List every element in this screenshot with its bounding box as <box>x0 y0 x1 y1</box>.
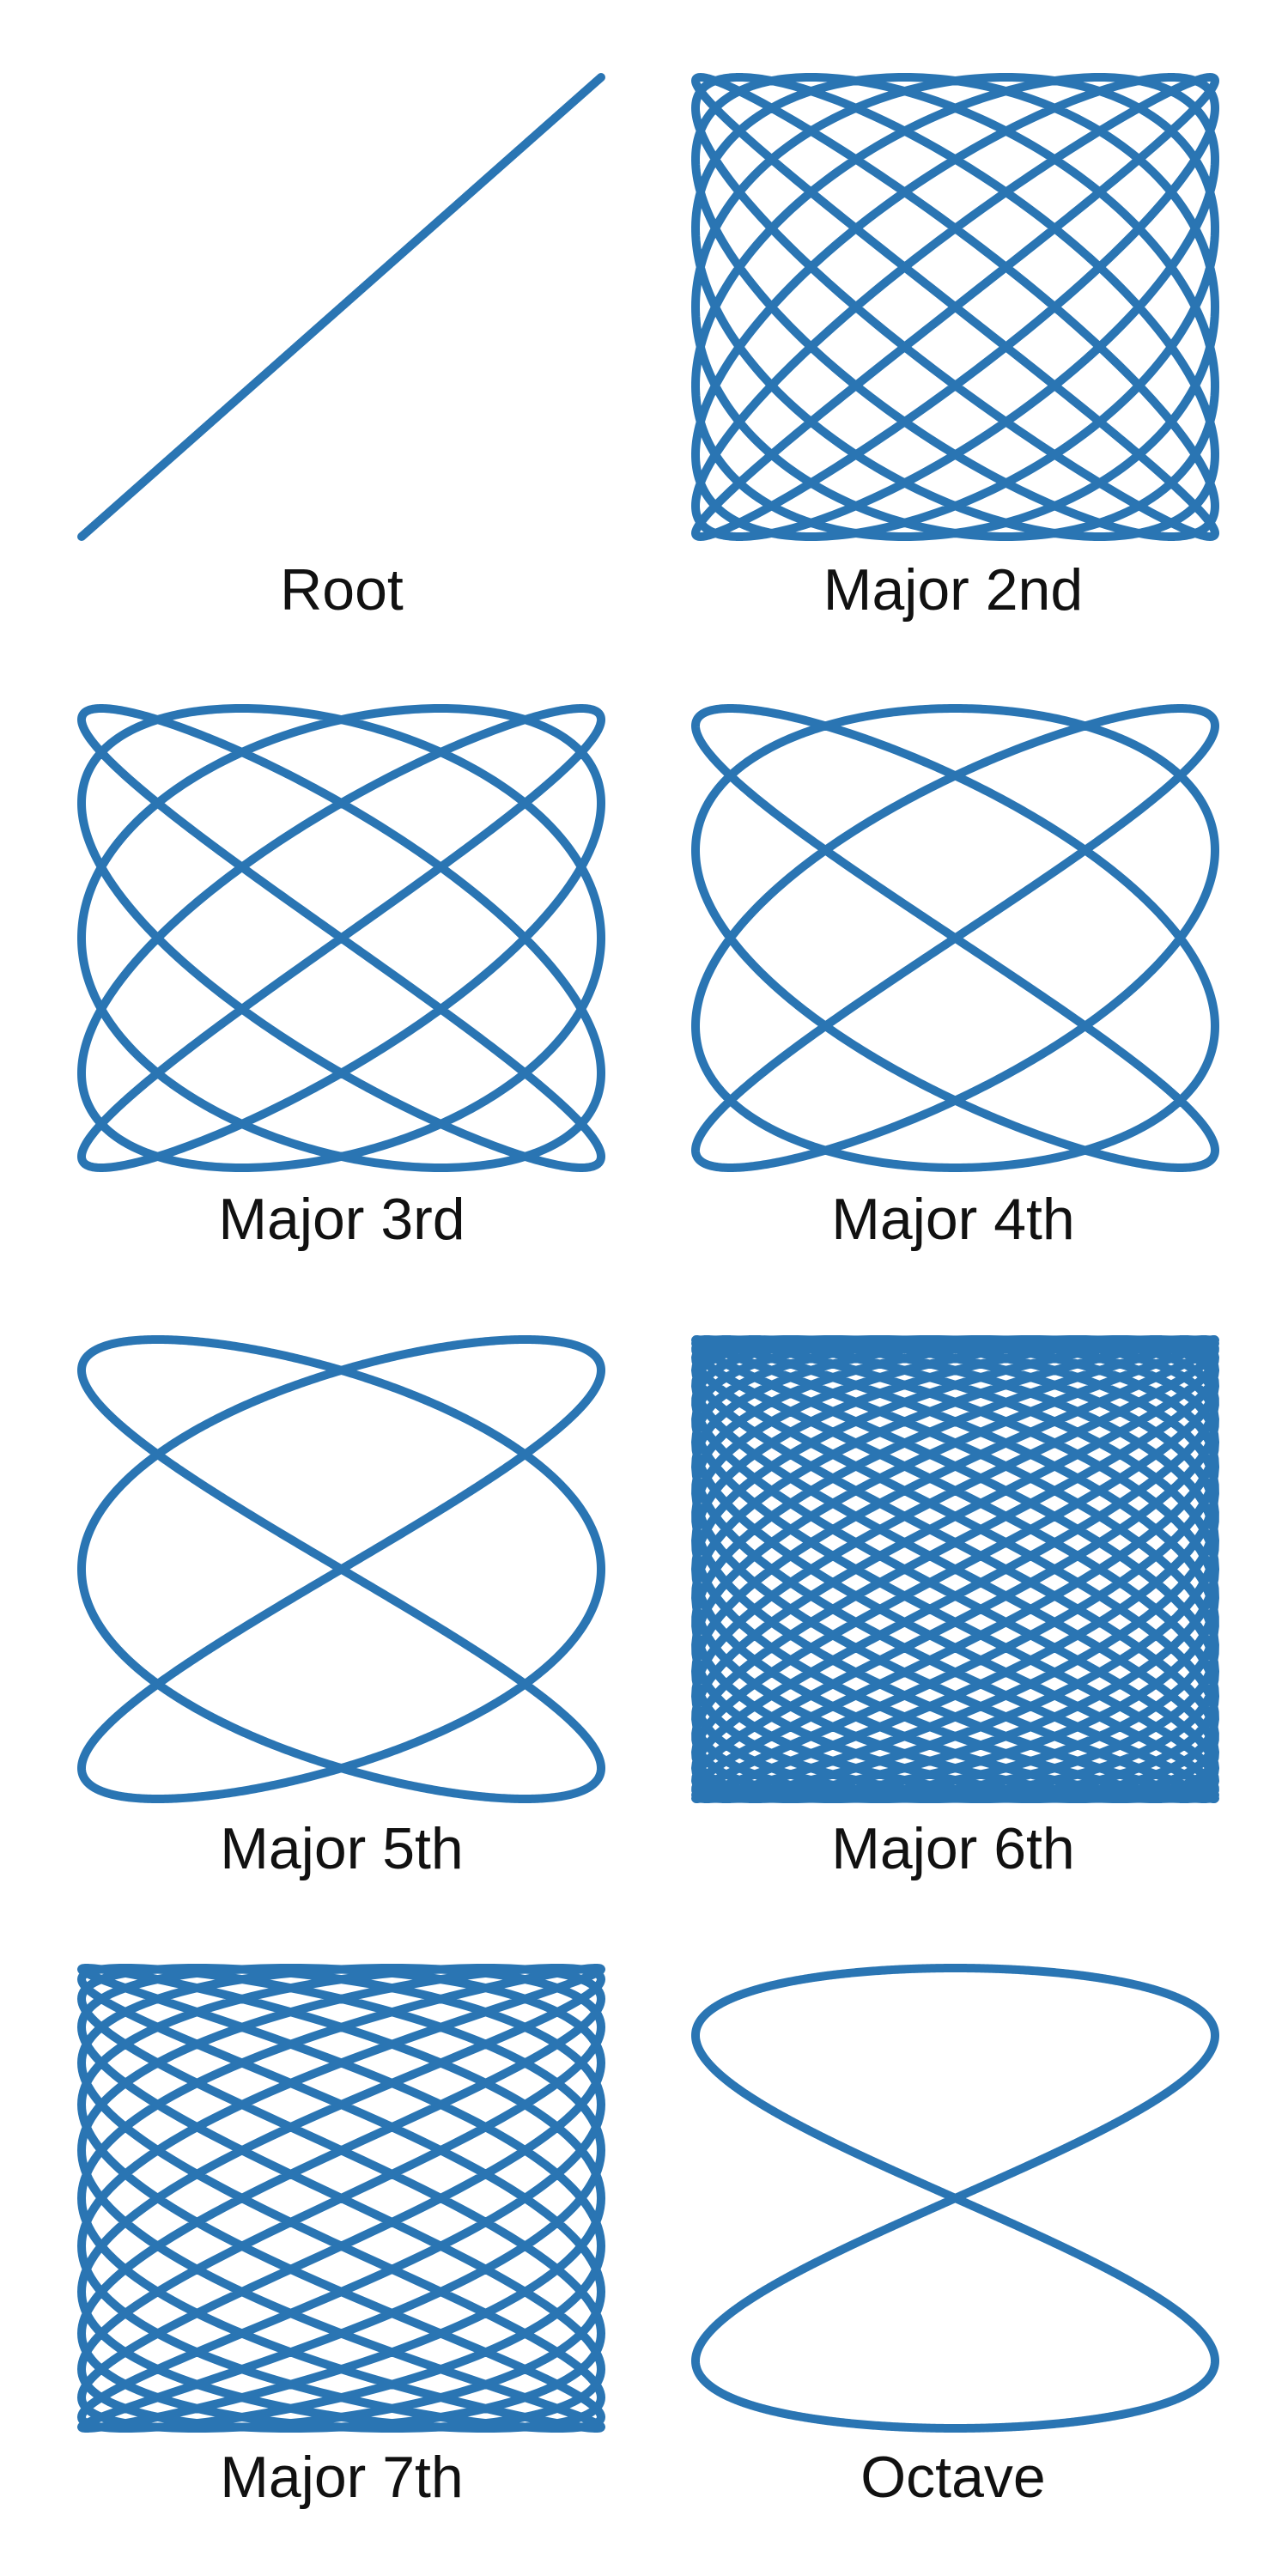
panel-major-7: Major 7th <box>77 1964 605 2510</box>
lissajous-curve-major-4 <box>691 704 1219 1172</box>
lissajous-curve-major-6 <box>691 1335 1219 1803</box>
panel-major-3: Major 3rd <box>77 704 605 1252</box>
panel-label-octave: Octave <box>860 2445 1045 2510</box>
panel-label-major-3: Major 3rd <box>218 1187 465 1252</box>
panel-octave: Octave <box>691 1964 1219 2510</box>
lissajous-curve-major-3 <box>77 704 605 1172</box>
lissajous-curve-octave <box>691 1964 1219 2433</box>
lissajous-curve-root <box>77 73 605 541</box>
panel-label-major-6: Major 6th <box>831 1816 1074 1881</box>
panel-major-2: Major 2nd <box>691 73 1219 623</box>
panel-label-major-7: Major 7th <box>220 2445 463 2510</box>
panel-label-major-5: Major 5th <box>220 1816 463 1881</box>
panel-major-5: Major 5th <box>77 1335 605 1881</box>
lissajous-curve-major-5 <box>77 1335 605 1803</box>
panel-label-root: Root <box>280 557 404 623</box>
panel-label-major-4: Major 4th <box>831 1187 1074 1252</box>
panel-label-major-2: Major 2nd <box>823 557 1083 623</box>
panel-major-6: Major 6th <box>691 1335 1219 1881</box>
lissajous-curve-major-2 <box>691 73 1219 541</box>
panel-root: Root <box>77 73 605 623</box>
panel-major-4: Major 4th <box>691 704 1219 1252</box>
lissajous-curve-major-7 <box>77 1964 605 2433</box>
